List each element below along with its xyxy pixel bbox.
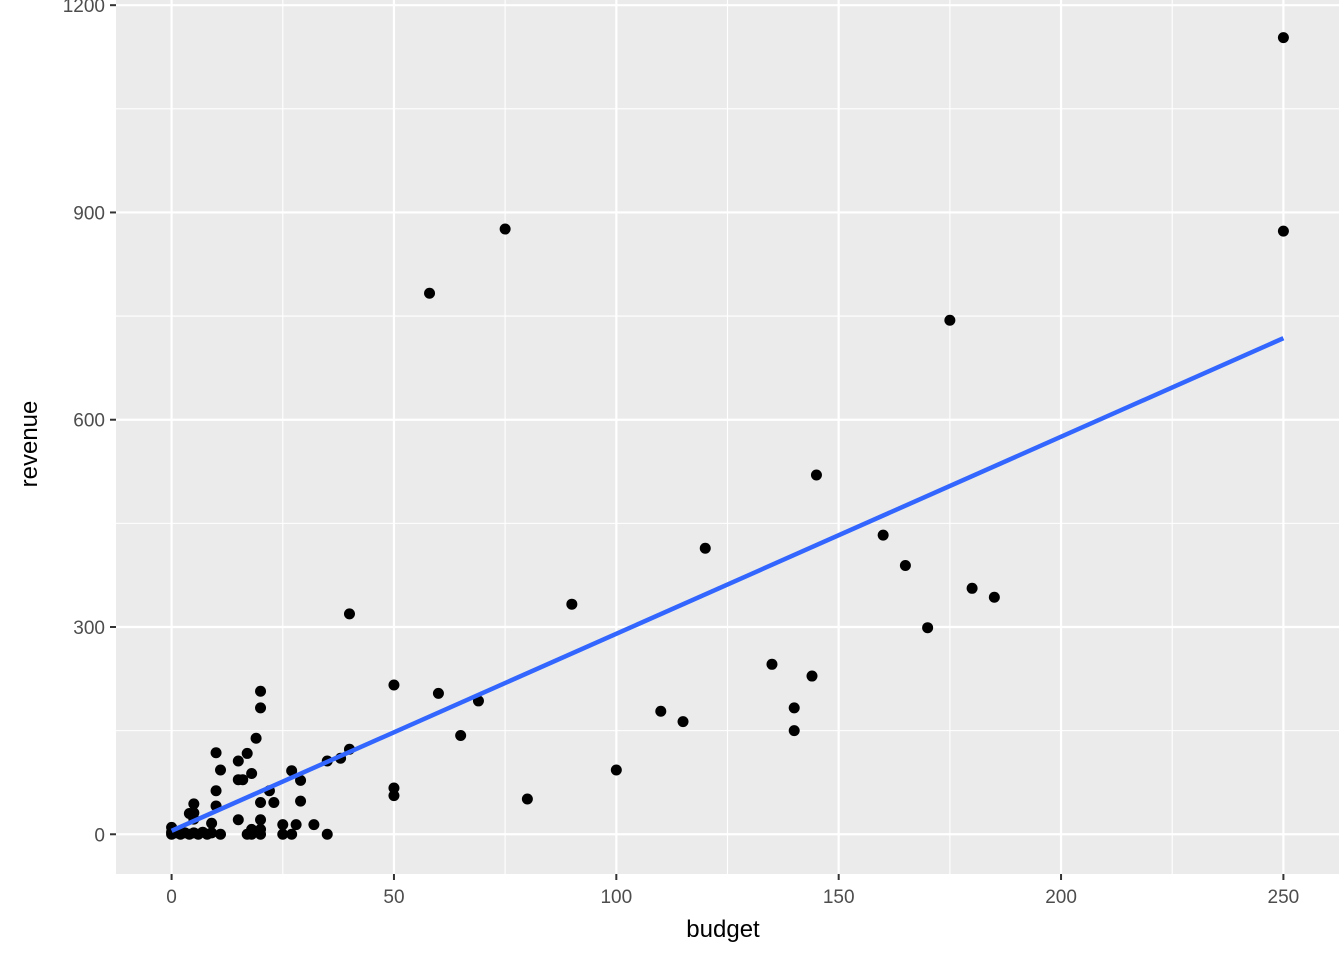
data-point: [699, 542, 711, 554]
data-point: [806, 670, 818, 682]
data-point: [766, 658, 778, 670]
y-tick-label: 0: [94, 825, 105, 846]
data-point: [432, 687, 444, 699]
x-tick-label: 250: [1268, 887, 1300, 908]
x-tick-label: 100: [600, 887, 632, 908]
data-point: [215, 764, 227, 776]
data-point: [215, 828, 227, 840]
data-point: [899, 560, 911, 572]
data-point: [1277, 32, 1289, 44]
x-tick-label: 150: [823, 887, 855, 908]
data-point: [343, 608, 355, 620]
data-point: [255, 828, 267, 840]
x-tick-label: 0: [166, 887, 177, 908]
data-point: [286, 828, 298, 840]
data-point: [232, 814, 244, 826]
data-point: [295, 774, 307, 786]
data-point: [277, 819, 289, 831]
data-point: [277, 828, 289, 840]
data-point: [255, 814, 267, 826]
data-point: [295, 795, 307, 807]
data-point: [388, 790, 400, 802]
data-point: [521, 793, 533, 805]
data-point: [250, 732, 262, 744]
data-point: [210, 747, 222, 759]
data-point: [232, 755, 244, 767]
data-point: [255, 796, 267, 808]
data-point: [966, 582, 978, 594]
data-point: [810, 469, 822, 481]
data-point: [268, 796, 280, 808]
minor-gridlines: [116, 0, 1339, 874]
data-point: [255, 702, 267, 714]
data-point: [388, 679, 400, 691]
y-tick-label: 900: [73, 203, 105, 224]
data-point: [788, 725, 800, 737]
data-point: [241, 747, 253, 759]
y-tick-label: 1200: [63, 0, 105, 17]
y-axis-title: revenue: [16, 401, 43, 488]
data-point: [206, 817, 218, 829]
data-point: [610, 764, 622, 776]
data-point: [677, 716, 689, 728]
data-point: [1277, 225, 1289, 237]
data-point: [290, 819, 302, 831]
trend-line-group: [170, 336, 1285, 833]
data-point: [788, 702, 800, 714]
data-point: [424, 287, 436, 299]
data-point: [188, 798, 200, 810]
data-point: [308, 819, 320, 831]
data-point: [655, 705, 667, 717]
data-point: [286, 765, 298, 777]
data-point: [255, 685, 267, 697]
data-point: [499, 223, 511, 235]
data-point: [183, 808, 195, 820]
data-point: [922, 622, 934, 634]
data-point: [988, 591, 1000, 603]
y-axis-ticks: 0 300 600 900 1200: [63, 0, 116, 846]
x-tick-label: 50: [383, 887, 404, 908]
data-point: [321, 828, 333, 840]
data-point: [246, 767, 258, 779]
data-point: [455, 729, 467, 741]
x-axis-ticks: 0 50 100 150 200 250: [166, 874, 1299, 908]
x-tick-label: 200: [1045, 887, 1077, 908]
x-axis-title: budget: [686, 916, 760, 943]
data-point: [944, 314, 956, 326]
y-tick-label: 300: [73, 618, 105, 639]
data-point: [566, 598, 578, 610]
trend-line: [170, 336, 1285, 833]
data-point: [241, 828, 253, 840]
data-point: [232, 774, 244, 786]
data-point: [210, 785, 222, 797]
data-point: [388, 782, 400, 794]
y-tick-label: 600: [73, 411, 105, 432]
data-point: [877, 529, 889, 541]
